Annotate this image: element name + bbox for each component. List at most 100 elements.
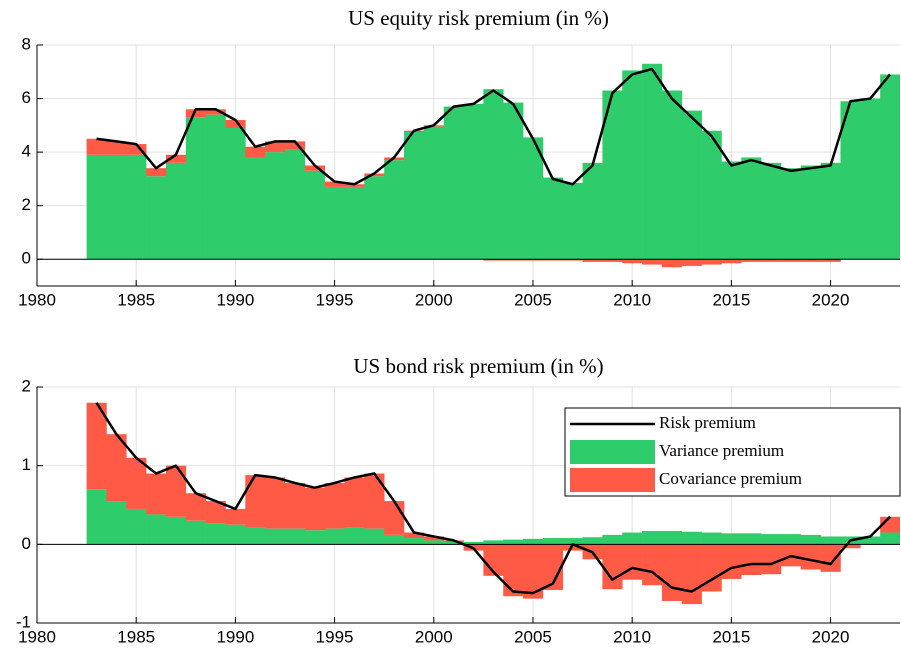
bar-segment [304,530,325,545]
legend-label: Covariance premium [659,469,802,488]
bar-segment [146,176,167,260]
bar-segment [523,544,544,599]
bar-segment [146,473,167,515]
bar-segment [661,259,683,268]
bar-segment [840,101,861,260]
x-tick-label: 2000 [415,290,453,309]
bar-segment [364,473,385,529]
bar-segment [800,165,821,260]
bar-segment [404,532,425,539]
bar-segment [562,538,583,545]
bar-segment [463,541,484,545]
bar-segment [106,154,127,260]
bar-segment [364,528,385,545]
bar-segment [880,74,900,260]
bar-segment [205,523,226,545]
bar-segment [384,501,405,535]
bar-segment [284,482,306,529]
bar-segment [205,114,226,260]
bar-segment [423,536,445,541]
bar-segment [840,544,861,549]
bar-segment [225,508,246,525]
y-tick-label: 0 [22,249,31,268]
bar-segment [741,259,762,262]
line [96,67,892,186]
bar-segment [860,536,881,545]
bar-segment [622,259,643,264]
line [95,402,891,595]
bar-segment [701,544,722,592]
bar-segment [642,259,663,265]
bar-segment [820,259,841,262]
y-tick-label: 2 [22,195,31,214]
x-tick-label: 1985 [117,627,155,646]
bar-segment [542,259,564,261]
bar-segment [284,141,306,150]
bar-segment [265,528,286,545]
bar-segment [344,184,365,187]
bar-segment [146,514,167,545]
bar-segment [582,537,603,545]
bar-segment [721,533,742,545]
x-tick-label: 2020 [812,627,850,646]
bar-segment [344,186,365,260]
bar-segment [542,177,564,260]
bar-segment [761,162,782,260]
bar-segment [681,531,702,545]
bar-segment [384,534,405,545]
bar-segment [681,110,702,260]
bar-segment [741,533,762,545]
bar-segment [701,130,722,260]
bar-segment [245,527,266,545]
bar-segment [780,168,802,260]
bar-segment [622,70,643,260]
bar-segment [523,259,544,261]
y-tick-label: 8 [22,34,31,53]
bar-segment [800,259,821,262]
x-tick-label: 2020 [812,290,850,309]
bar-segment [661,90,683,260]
bar-segment [106,141,127,155]
bar-segment [761,534,782,545]
bar-segment [622,532,643,545]
bar-segment [483,540,504,545]
bar-segment [721,544,742,579]
bar-segment [245,146,266,158]
bar-segment [622,544,643,580]
x-tick-label: 1995 [316,627,354,646]
bar-segment [602,259,623,262]
bar-segment [185,117,206,260]
bar-segment [185,520,206,545]
y-tick-label: 4 [22,142,31,161]
legend-swatch [570,468,655,492]
bar-segment [661,530,683,545]
bar-segment [820,544,841,572]
bar-segment [344,477,365,528]
x-tick-label: 2010 [613,627,651,646]
bar-segment [602,544,623,590]
bar-segment [443,106,464,260]
y-tick-label: 1 [22,455,31,474]
bar-segment [205,109,226,115]
x-tick-label: 1990 [216,627,254,646]
bar-segment [324,528,345,545]
bar-segment [364,176,385,260]
legend-label: Variance premium [659,441,784,460]
bar-segment [542,544,564,590]
chart-title: US bond risk premium (in %) [353,354,603,378]
bar-segment [165,465,187,517]
bar-segment [681,259,702,266]
bar-segment [384,160,405,260]
bar-segment [126,457,147,509]
x-tick-label: 2005 [514,290,552,309]
x-tick-label: 1980 [18,627,56,646]
bar-segment [701,259,722,265]
y-tick-label: -1 [16,612,31,631]
x-tick-label: 2000 [415,627,453,646]
bar-segment [86,402,107,490]
bar-segment [404,132,425,260]
bar-segment [126,154,147,260]
y-tick-label: 0 [22,534,31,553]
bar-segment [86,138,107,155]
bar-segment [126,508,147,545]
